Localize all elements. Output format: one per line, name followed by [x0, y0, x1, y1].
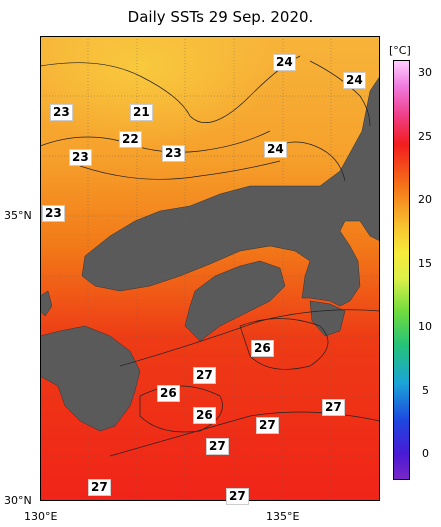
- colorbar: [393, 60, 410, 480]
- contour-label-23-b: 23: [69, 149, 92, 166]
- contour-label-26-c: 26: [193, 407, 216, 424]
- sst-map: [40, 36, 380, 501]
- contour-label-24-c: 24: [264, 141, 287, 158]
- y-tick-35n: 35°N: [4, 209, 32, 222]
- contour-label-23-c: 23: [162, 145, 185, 162]
- contour-label-23-a: 23: [50, 104, 73, 121]
- contour-label-27-b: 27: [322, 399, 345, 416]
- contour-label-24-b: 24: [343, 72, 366, 89]
- x-tick-135e: 135°E: [266, 510, 300, 523]
- tsushima-land: [40, 290, 53, 317]
- grid-lines: [40, 36, 380, 501]
- contour-label-26-b: 26: [157, 385, 180, 402]
- contour-label-23-d: 23: [42, 205, 65, 222]
- shikoku-land: [184, 260, 286, 342]
- colorbar-tick-20: 20: [418, 193, 432, 206]
- colorbar-tick-25: 25: [418, 130, 432, 143]
- contour-label-27-c: 27: [256, 417, 279, 434]
- contour-label-27-f: 27: [226, 488, 249, 505]
- map-title: Daily SSTs 29 Sep. 2020.: [127, 8, 314, 26]
- honshu-land: [81, 75, 380, 307]
- colorbar-tick-0: 0: [422, 447, 429, 460]
- contour-label-22: 22: [119, 131, 142, 148]
- land: [40, 75, 380, 432]
- kyushu-land: [40, 325, 141, 432]
- y-tick-30n: 30°N: [4, 494, 32, 507]
- contour-label-27-a: 27: [193, 367, 216, 384]
- colorbar-tick-30: 30: [418, 66, 432, 79]
- colorbar-tick-5: 5: [422, 384, 429, 397]
- contour-label-21: 21: [130, 104, 153, 121]
- contour-label-27-d: 27: [206, 438, 229, 455]
- contour-label-27-e: 27: [88, 479, 111, 496]
- contour-label-26-a: 26: [251, 340, 274, 357]
- colorbar-tick-10: 10: [418, 320, 432, 333]
- colorbar-unit: [°C]: [389, 44, 411, 57]
- x-tick-130e: 130°E: [24, 510, 58, 523]
- contour-label-24-a: 24: [273, 54, 296, 71]
- colorbar-tick-15: 15: [418, 257, 432, 270]
